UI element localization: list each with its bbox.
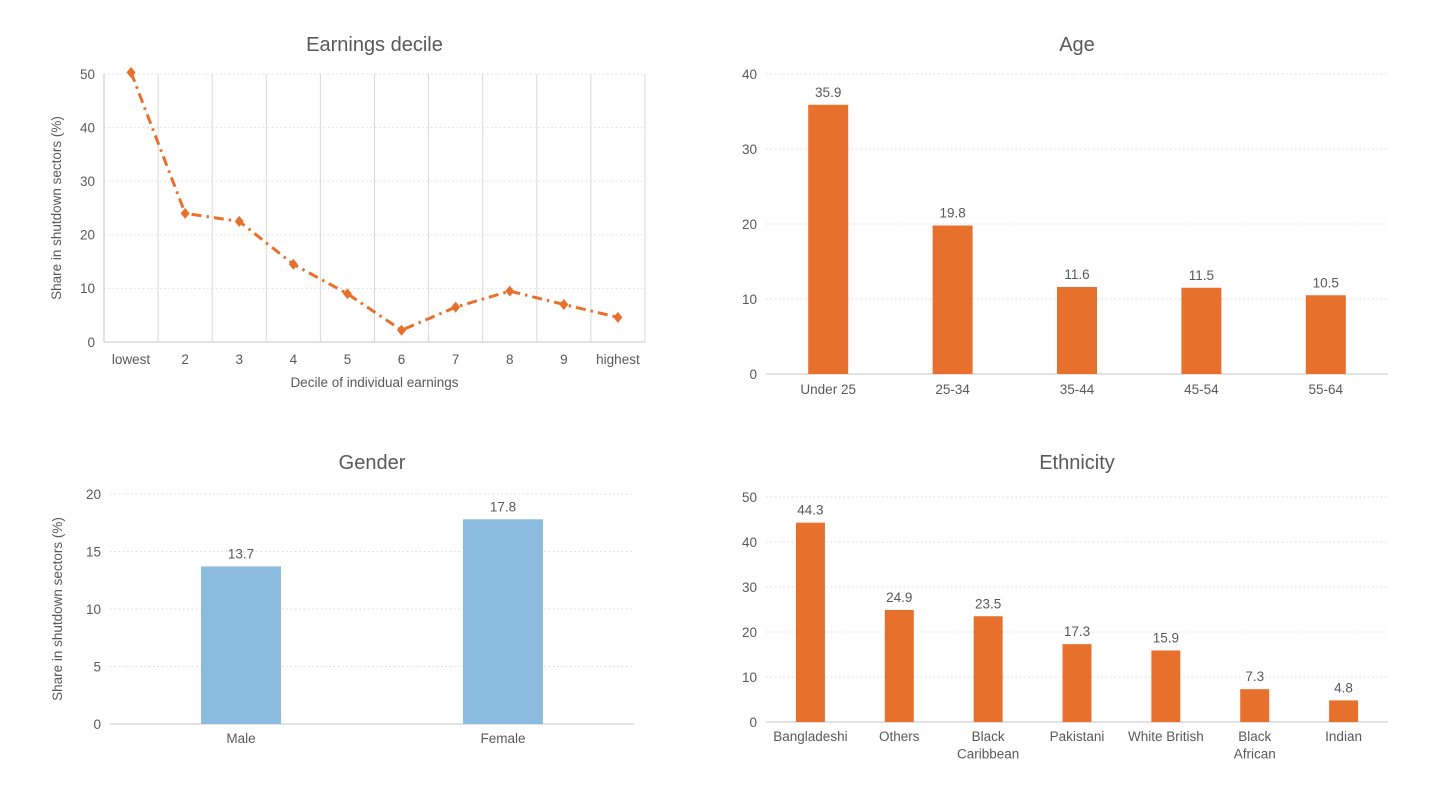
y-tick-label: 10: [742, 292, 757, 307]
x-category-label: 55-64: [1309, 382, 1344, 397]
x-category-label: 6: [398, 352, 406, 367]
x-category-label: 2: [181, 352, 189, 367]
chart-age: Age 0 10 20 30 40 35.9 19.8 11.6 11.5 10.5 Under 2…: [722, 0, 1444, 420]
chart-title: Ethnicity: [1039, 452, 1115, 474]
y-tick-label: 40: [742, 67, 757, 82]
chart-title: Earnings decile: [306, 34, 443, 56]
y-tick-label: 10: [86, 602, 101, 617]
bar: [1240, 689, 1270, 722]
bar: [1181, 287, 1222, 374]
y-tick-label: 10: [80, 281, 95, 296]
point-marker: [397, 324, 407, 336]
bar: [1151, 650, 1181, 722]
bar: [973, 616, 1003, 722]
bar-value-label: 15.9: [1153, 630, 1179, 645]
bar-value-label: 10.5: [1313, 275, 1339, 290]
bar: [1305, 295, 1346, 374]
bar: [1062, 644, 1092, 722]
bar-value-label: 11.5: [1189, 268, 1214, 283]
y-tick-label: 20: [742, 625, 757, 640]
point-marker: [613, 311, 623, 323]
x-category-label: Bangladeshi: [773, 729, 847, 744]
x-category-label: 4: [290, 352, 298, 367]
earnings-plot-area: 0 10 20 30 40 50 lowest 2 3 4 5 6 7 8 9 highest: [80, 66, 646, 367]
y-tick-label: 40: [742, 535, 757, 550]
bar-value-label: 4.8: [1334, 680, 1353, 695]
y-tick-label: 20: [742, 217, 757, 232]
x-category-label: Under 25: [800, 382, 856, 397]
x-category-label: Male: [226, 731, 255, 746]
bar-value-label: 11.6: [1064, 267, 1089, 282]
x-category-label: 45-54: [1184, 382, 1219, 397]
bar-value-label: 35.9: [815, 85, 841, 100]
point-marker: [180, 207, 190, 219]
bar-value-label: 23.5: [975, 596, 1001, 611]
x-category-label: 5: [344, 352, 352, 367]
trend-line: [129, 71, 619, 332]
bar: [808, 104, 849, 374]
bar-value-label: 19.8: [939, 206, 965, 221]
age-plot-area: 0 10 20 30 40 35.9 19.8 11.6 11.5 10.5 Under 25 25-…: [742, 67, 1388, 397]
x-category-label: 9: [560, 352, 568, 367]
chart-earnings-decile: Earnings decile Share in shutdown sector…: [0, 0, 722, 420]
x-category-label: 3: [235, 352, 243, 367]
bar-value-label: 17.8: [490, 499, 516, 514]
point-marker: [126, 66, 136, 78]
x-category-label: 25-34: [935, 382, 970, 397]
bar-value-label: 24.9: [886, 590, 912, 605]
bar: [201, 566, 281, 724]
y-tick-label: 20: [80, 228, 95, 243]
bar-value-label: 17.3: [1064, 624, 1090, 639]
point-marker: [288, 258, 298, 270]
x-category-label: Pakistani: [1050, 729, 1105, 744]
bar-value-label: 13.7: [228, 546, 254, 561]
point-marker: [234, 215, 244, 227]
y-tick-label: 40: [80, 120, 95, 135]
y-tick-label: 30: [742, 580, 757, 595]
x-category-label: Black Caribbean: [957, 729, 1019, 762]
y-tick-label: 50: [80, 67, 95, 82]
x-category-label: Others: [879, 729, 920, 744]
point-marker: [505, 285, 515, 297]
point-marker: [451, 301, 461, 313]
x-category-label: Female: [480, 731, 525, 746]
y-tick-label: 15: [86, 544, 101, 559]
bar: [1329, 700, 1359, 722]
ethnicity-plot-area: 0 10 20 30 40 50 44.3 24.9 23.5 17.3 15.9 7.3 4.8 Ban…: [742, 490, 1388, 762]
chart-title: Gender: [338, 452, 406, 474]
point-marker: [559, 298, 569, 310]
y-tick-label: 0: [749, 367, 757, 382]
bar: [884, 609, 914, 722]
y-tick-label: 0: [93, 717, 101, 732]
y-tick-label: 5: [93, 659, 101, 674]
gender-plot-area: 0 5 10 15 20 13.7 17.8 Male Female: [86, 487, 634, 746]
x-category-label: lowest: [112, 352, 151, 367]
bar: [463, 519, 543, 724]
y-tick-label: 0: [749, 715, 757, 730]
x-category-label: White British: [1128, 729, 1204, 744]
x-category-label: Indian: [1325, 729, 1362, 744]
x-category-label: Black African: [1234, 729, 1276, 762]
bar: [795, 522, 825, 722]
chart-ethnicity: Ethnicity 0 10 20 30 40 50 44.3 24.9 23.5 17.3 15.…: [722, 420, 1444, 802]
chart-title: Age: [1059, 34, 1095, 56]
y-tick-label: 20: [86, 487, 101, 502]
y-tick-label: 10: [742, 670, 757, 685]
x-axis-title: Decile of individual earnings: [290, 375, 459, 390]
x-category-label: 7: [452, 352, 460, 367]
point-marker: [342, 288, 352, 300]
bar-value-label: 44.3: [797, 503, 823, 518]
y-tick-label: 30: [80, 174, 95, 189]
x-category-label: highest: [596, 352, 640, 367]
x-category-label: 35-44: [1060, 382, 1095, 397]
x-category-label: 8: [506, 352, 514, 367]
bar-value-label: 7.3: [1245, 669, 1264, 684]
bar: [1057, 287, 1097, 374]
y-tick-label: 50: [742, 490, 757, 505]
bar: [932, 225, 973, 374]
y-tick-label: 0: [87, 335, 95, 350]
y-tick-label: 30: [742, 142, 757, 157]
